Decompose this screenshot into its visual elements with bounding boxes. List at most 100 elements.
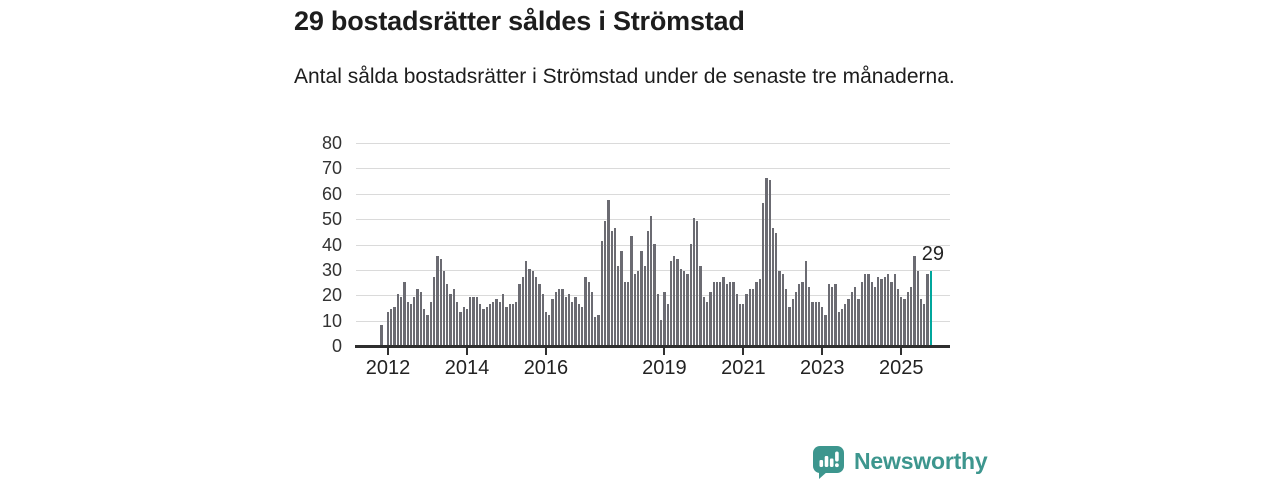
- bar: [666, 304, 669, 345]
- bar: [548, 314, 551, 345]
- x-tick-label: 2019: [642, 357, 687, 379]
- bar: [423, 309, 426, 345]
- highlight-value-label: 29: [921, 243, 944, 266]
- bar: [923, 304, 926, 345]
- bar: [571, 301, 574, 345]
- bar: [765, 177, 768, 345]
- grid-line: [356, 168, 950, 170]
- bar: [386, 312, 390, 345]
- bar: [409, 304, 413, 345]
- x-tick-label: 2023: [800, 357, 845, 379]
- bar: [669, 261, 673, 345]
- bar: [567, 294, 571, 345]
- x-tick: [544, 348, 547, 355]
- bar: [854, 286, 857, 345]
- bar: [498, 301, 502, 345]
- bar: [735, 294, 738, 345]
- y-axis-label: 30: [321, 259, 342, 280]
- bar: [745, 294, 748, 345]
- bar: [393, 306, 396, 345]
- bar: [863, 273, 867, 345]
- bar: [840, 309, 844, 345]
- bar: [465, 309, 469, 345]
- bar: [900, 296, 903, 345]
- bar: [755, 281, 758, 345]
- bar: [906, 291, 909, 345]
- x-axis-line: [355, 345, 950, 348]
- bar: [587, 281, 590, 345]
- bar: [896, 289, 900, 345]
- bar: [808, 286, 811, 345]
- bar: [508, 304, 511, 345]
- bar: [485, 306, 488, 345]
- x-tick: [387, 348, 390, 355]
- bar: [475, 296, 478, 345]
- bar: [696, 220, 699, 345]
- bar: [877, 276, 880, 345]
- bar: [738, 304, 742, 345]
- bar: [455, 301, 459, 345]
- bar: [610, 230, 613, 345]
- bar: [732, 281, 735, 345]
- bar: [650, 215, 653, 345]
- bar: [541, 294, 544, 345]
- bar: [531, 271, 534, 345]
- bar: [627, 281, 630, 345]
- bar: [798, 284, 801, 345]
- bar: [775, 233, 778, 345]
- bar: [880, 279, 883, 345]
- y-axis-label: 20: [321, 285, 342, 306]
- bar: [663, 291, 666, 345]
- bar: [778, 271, 781, 345]
- bar: [429, 301, 432, 345]
- bar: [406, 301, 409, 345]
- bar: [794, 291, 798, 345]
- bar: [521, 276, 525, 345]
- x-tick-label: 2021: [721, 357, 766, 379]
- bar: [821, 306, 824, 345]
- bar: [459, 312, 462, 345]
- grid-line: [356, 244, 950, 246]
- bar: [636, 271, 640, 345]
- bar: [679, 268, 682, 345]
- bar: [814, 301, 817, 345]
- bar: [837, 312, 840, 345]
- bar: [784, 289, 788, 345]
- grid-line: [356, 219, 950, 221]
- bar: [554, 291, 557, 345]
- bar: [860, 281, 863, 345]
- bar: [706, 301, 709, 345]
- bar: [867, 273, 870, 345]
- bar: [561, 289, 564, 345]
- bar: [396, 294, 400, 345]
- bar: [492, 301, 495, 345]
- bar: [643, 266, 646, 345]
- bar: [623, 281, 627, 345]
- x-tick-label: 2014: [444, 357, 490, 379]
- bar: [511, 304, 515, 345]
- bar: [719, 281, 722, 345]
- bar: [827, 284, 831, 345]
- y-axis-label: 50: [321, 209, 342, 230]
- bar: [824, 314, 827, 345]
- bar: [557, 289, 561, 345]
- bar: [380, 324, 383, 345]
- bar: [544, 312, 548, 345]
- y-axis-label: 40: [321, 234, 342, 255]
- bar: [584, 276, 587, 345]
- bar: [594, 317, 597, 345]
- grid-line: [356, 193, 950, 195]
- bar: [518, 284, 521, 345]
- bar: [699, 266, 702, 345]
- bar: [844, 304, 847, 345]
- bar: [413, 296, 416, 345]
- bar: [729, 281, 732, 345]
- bar: [502, 294, 505, 345]
- bar: [926, 273, 929, 345]
- bar: [580, 306, 584, 345]
- bar: [432, 276, 436, 345]
- bar: [613, 228, 617, 345]
- bar: [617, 266, 620, 345]
- bar: [620, 251, 623, 345]
- bar: [538, 284, 541, 345]
